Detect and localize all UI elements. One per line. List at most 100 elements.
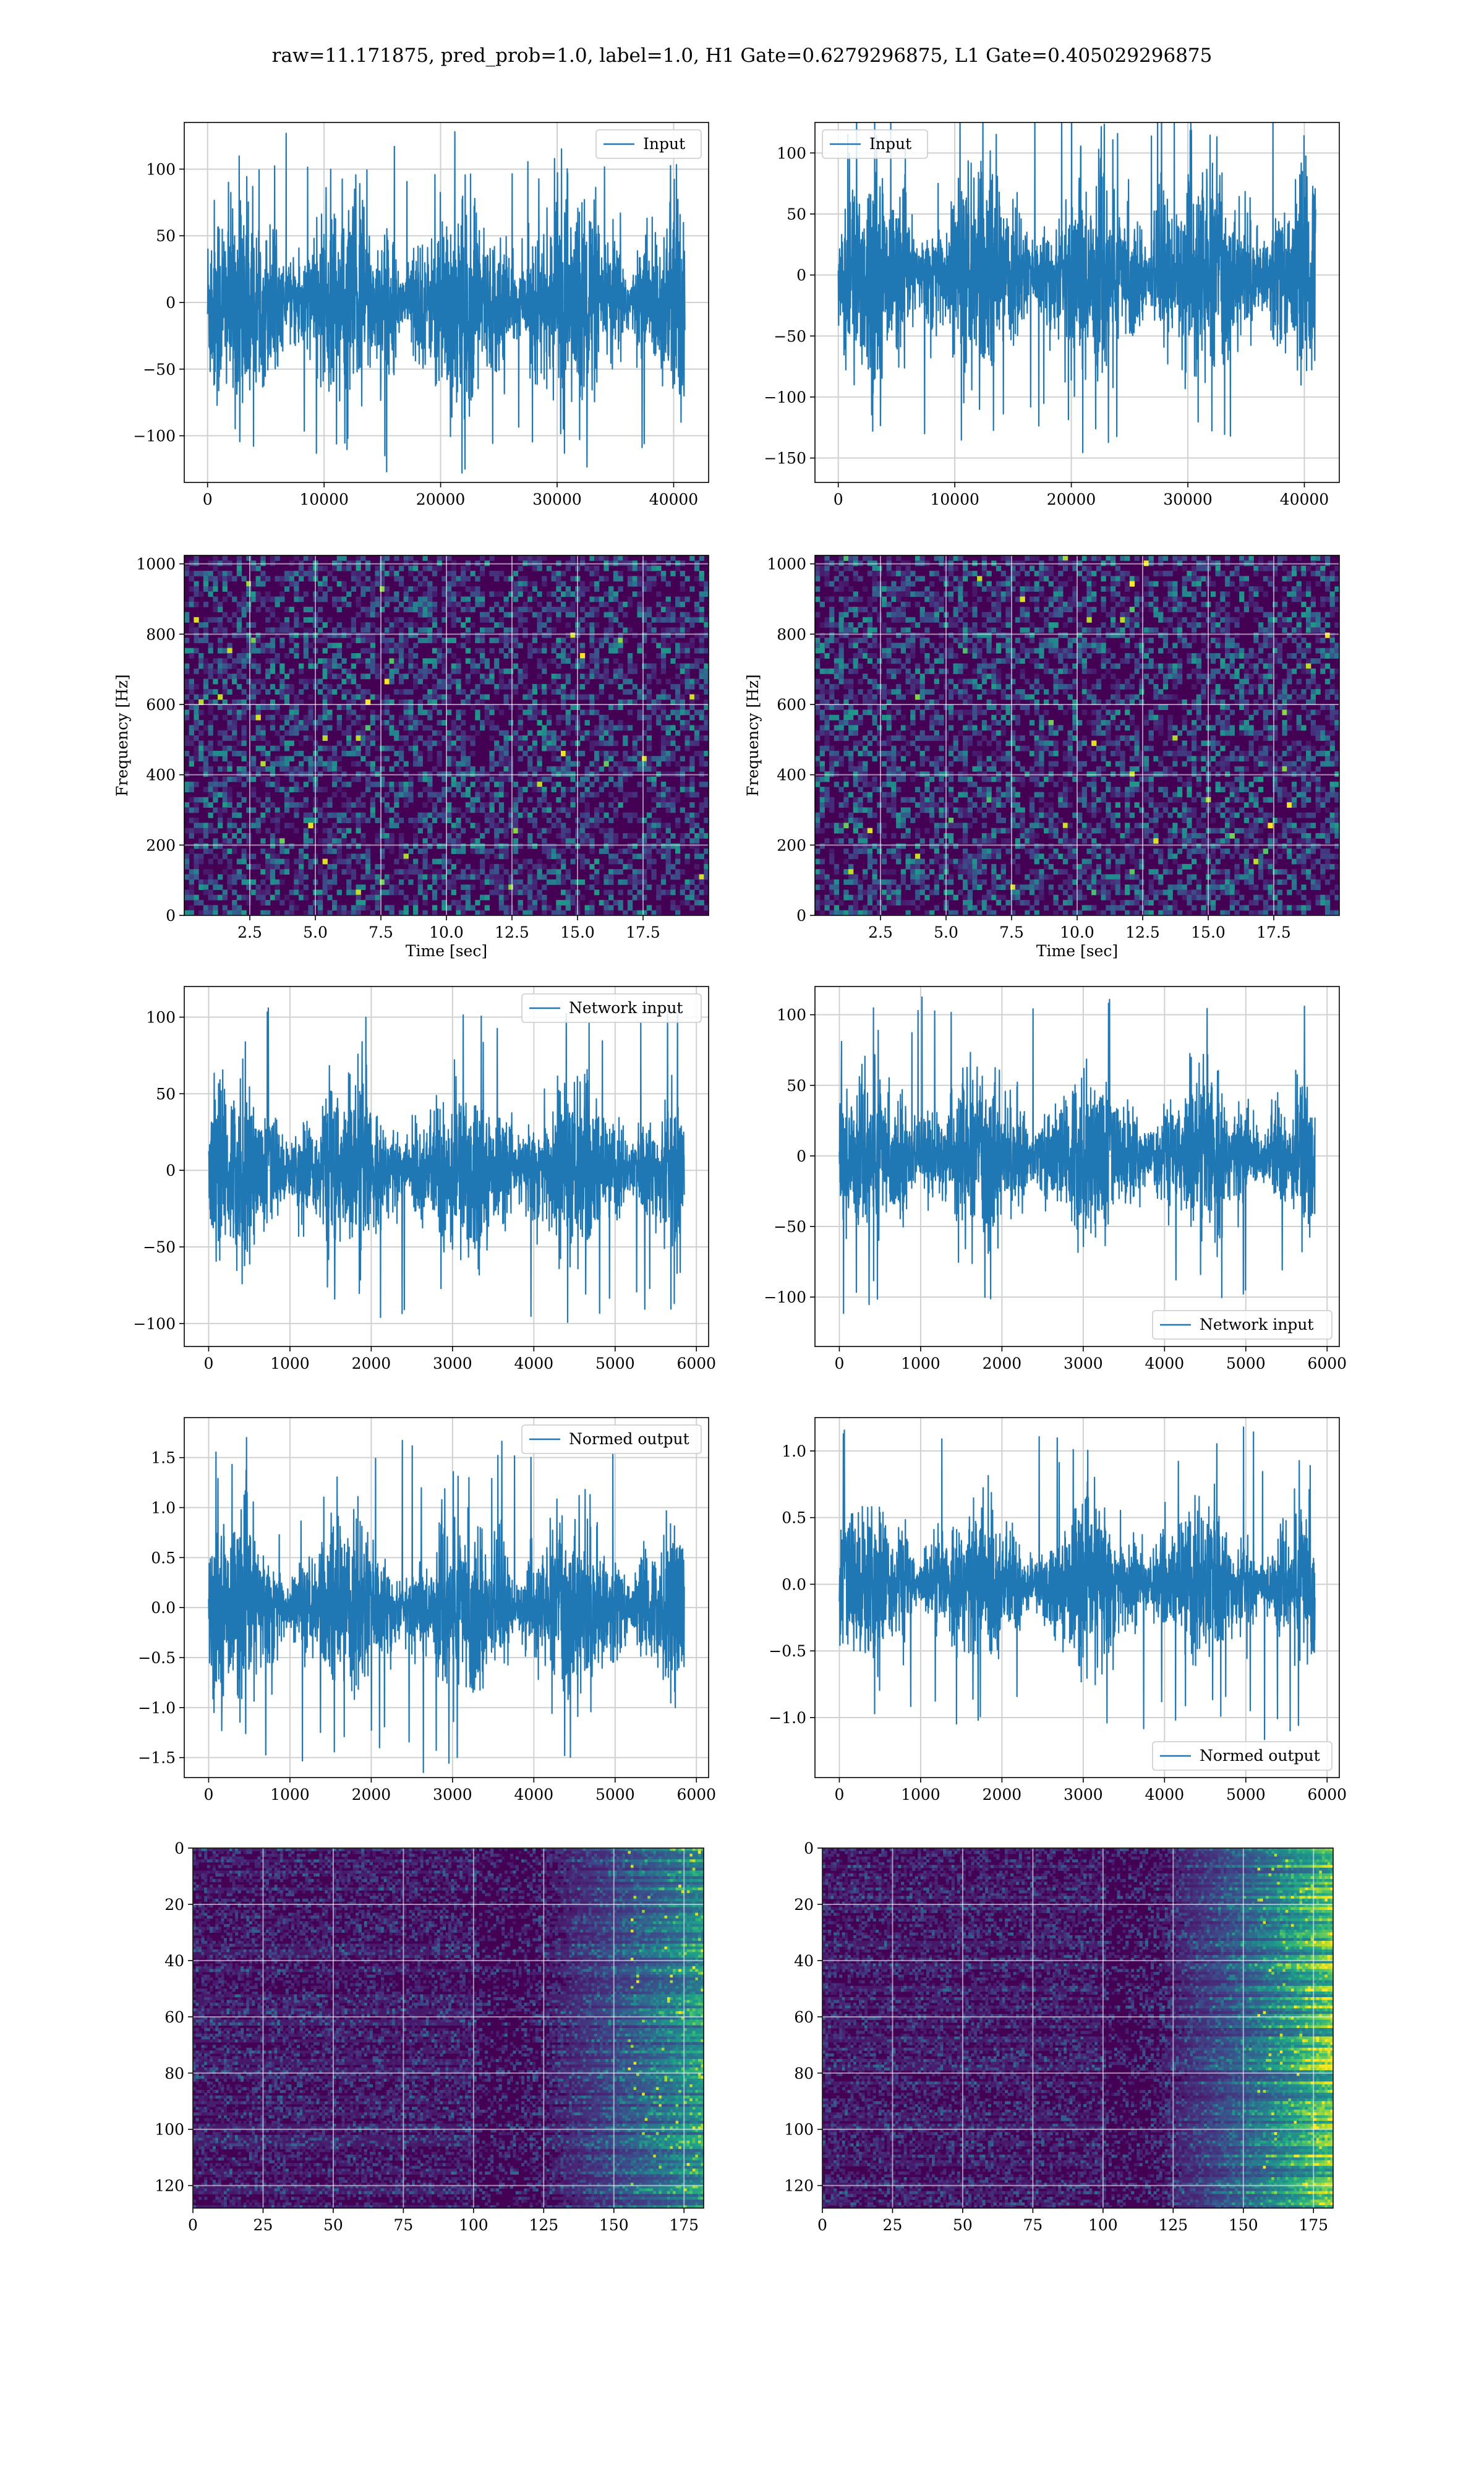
legend-label: Network input [569, 999, 683, 1017]
y-tick-label: 40 [164, 1952, 184, 1970]
y-ticks: 0 20 40 60 80 100 120 [155, 1839, 193, 2195]
series-line [838, 996, 1316, 1314]
series-line [207, 131, 686, 474]
x-tick-label: 150 [599, 2216, 629, 2234]
y-tick-label: 600 [146, 696, 176, 714]
x-tick-label: 12.5 [495, 923, 529, 941]
x-tick-label: 20000 [1047, 490, 1096, 508]
x-tick-label: 40000 [1280, 490, 1329, 508]
y-axis-label: Frequency [Hz] [744, 674, 762, 797]
x-tick-label: 30000 [1163, 490, 1213, 508]
y-tick-label: 800 [777, 625, 806, 643]
y-ticks: 0 200 400 600 800 1000 [767, 555, 815, 925]
x-tick-label: 3000 [433, 1786, 472, 1804]
legend: Input [595, 129, 702, 159]
x-tick-label: 4000 [1145, 1355, 1185, 1372]
y-tick-label: 400 [146, 766, 176, 784]
y-tick-label: 20 [164, 1896, 184, 1914]
y-tick-label: −50 [143, 361, 176, 379]
y-tick-label: −50 [774, 327, 806, 345]
subplot-p32: 0 1000 2000 3000 4000 5000 6000 −100 −50 0 50 100 Ne… [764, 986, 1347, 1372]
x-tick-label: 0 [817, 2216, 827, 2234]
y-ticks: 0 20 40 60 80 100 120 [784, 1839, 822, 2195]
y-tick-label: 1.5 [151, 1449, 176, 1467]
x-tick-label: 17.5 [626, 923, 660, 941]
x-ticks: 0 25 50 75 100 125 150 175 [817, 2208, 1328, 2234]
series-line [838, 1426, 1316, 1740]
series-line [208, 1004, 685, 1323]
x-tick-label: 175 [1298, 2216, 1328, 2234]
y-ticks: −100 −50 0 50 100 [133, 160, 184, 445]
y-tick-label: 0.5 [782, 1509, 806, 1527]
series-line [208, 1437, 685, 1773]
axes-frame [184, 986, 709, 1347]
axes-frame [814, 122, 1340, 483]
x-tick-label: 125 [1158, 2216, 1188, 2234]
series-line [837, 122, 1316, 453]
x-tick-label: 5000 [595, 1786, 635, 1804]
y-tick-label: 0 [796, 267, 806, 285]
x-ticks: 0 1000 2000 3000 4000 5000 6000 [834, 1346, 1347, 1372]
x-tick-label: 6000 [1307, 1786, 1347, 1804]
y-tick-label: 100 [146, 160, 176, 178]
y-tick-label: −1.5 [138, 1749, 176, 1767]
legend-label: Network input [1200, 1316, 1313, 1333]
x-tick-label: 10.0 [1060, 923, 1094, 941]
y-tick-label: 200 [777, 836, 806, 854]
y-tick-label: 80 [164, 2065, 184, 2082]
legend: Normed output [1152, 1741, 1333, 1771]
y-ticks: 0 200 400 600 800 1000 [136, 555, 184, 925]
x-tick-label: 6000 [676, 1355, 716, 1372]
y-tick-label: 400 [777, 766, 806, 784]
y-tick-label: 100 [777, 1006, 806, 1024]
x-tick-label: 4000 [514, 1786, 554, 1804]
x-tick-label: 3000 [1064, 1355, 1103, 1372]
x-tick-label: 2.5 [237, 923, 262, 941]
y-tick-label: 0 [166, 1162, 176, 1179]
legend: Input [822, 129, 928, 159]
y-tick-label: 0 [796, 907, 806, 925]
x-tick-label: 1000 [901, 1355, 940, 1372]
subplot-p12: 0 10000 20000 30000 40000 −150 −100 −50 0 50 100 In… [764, 122, 1340, 508]
subplot-p51: 0 25 50 75 100 125 150 175 0 20 40 60 80 100 120 [155, 1839, 704, 2234]
x-axis-label: Time [sec] [406, 942, 487, 960]
x-tick-label: 1000 [270, 1355, 310, 1372]
plot-area [815, 555, 1339, 915]
x-tick-label: 0 [188, 2216, 198, 2234]
y-tick-label: −100 [133, 1315, 176, 1333]
y-tick-label: −50 [774, 1218, 806, 1236]
y-tick-label: −100 [764, 1288, 806, 1306]
x-tick-label: 75 [393, 2216, 413, 2234]
grid-lines [184, 555, 709, 915]
x-ticks: 0 1000 2000 3000 4000 5000 6000 [203, 1778, 716, 1804]
x-tick-label: 0 [834, 490, 843, 508]
y-tick-label: 0.5 [151, 1549, 176, 1567]
plot-area [184, 987, 709, 1346]
y-tick-label: 0 [174, 1839, 184, 1857]
x-ticks: 0 10000 20000 30000 40000 [203, 482, 698, 508]
y-ticks: −100 −50 0 50 100 [764, 1006, 815, 1306]
y-tick-label: 600 [777, 696, 806, 714]
grid-lines [822, 1848, 1333, 2208]
y-tick-label: 0.0 [782, 1575, 806, 1593]
axes-frame [184, 1417, 709, 1778]
x-tick-label: 2000 [352, 1355, 391, 1372]
y-axis-label: Frequency [Hz] [113, 674, 131, 797]
subplot-p52: 0 25 50 75 100 125 150 175 0 20 40 60 80 100 120 [784, 1839, 1334, 2234]
x-ticks: 0 1000 2000 3000 4000 5000 6000 [834, 1778, 1347, 1804]
x-tick-label: 0 [203, 1355, 213, 1372]
plot-area [184, 1418, 709, 1778]
x-tick-label: 5000 [1226, 1355, 1266, 1372]
legend-label: Normed output [569, 1430, 689, 1448]
x-tick-label: 17.5 [1256, 923, 1291, 941]
legend-box [595, 129, 702, 159]
axes-frame [814, 1417, 1340, 1778]
legend-box [521, 993, 702, 1023]
legend-label: Normed output [1200, 1747, 1320, 1765]
x-ticks: 0 1000 2000 3000 4000 5000 6000 [203, 1346, 716, 1372]
x-tick-label: 6000 [1307, 1355, 1347, 1372]
y-tick-label: 200 [146, 836, 176, 854]
y-tick-label: 80 [794, 2065, 814, 2082]
y-ticks: −150 −100 −50 0 50 100 [764, 144, 815, 468]
x-tick-label: 5000 [1226, 1786, 1266, 1804]
